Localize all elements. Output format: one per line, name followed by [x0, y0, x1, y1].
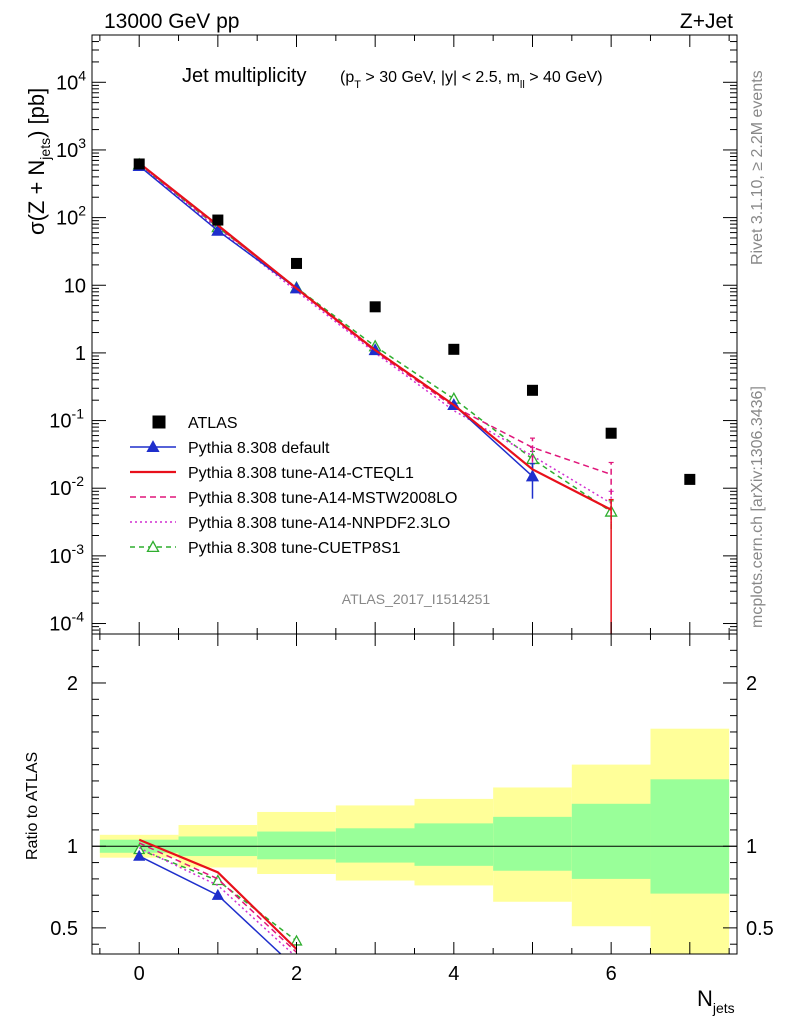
header-right: Z+Jet [680, 10, 733, 33]
header-left: 13000 GeV pp [104, 10, 239, 33]
legend-entry: Pythia 8.308 tune-A14-CTEQL1 [130, 465, 414, 482]
ratio-stat-band [335, 828, 415, 863]
legend-label: Pythia 8.308 tune-A14-CTEQL1 [188, 465, 414, 482]
ratio-stat-band [493, 816, 572, 871]
mc-series-line [138, 162, 612, 511]
ratio-stat-band [257, 831, 336, 860]
rivet-label: Rivet 3.1.10, ≥ 2.2M events [749, 70, 766, 265]
y-tick-label: 10-1 [49, 406, 84, 433]
y-tick-label: 104 [56, 67, 86, 94]
legend-entry: Pythia 8.308 tune-CUETP8S1 [130, 540, 401, 557]
legend-label: Pythia 8.308 tune-CUETP8S1 [188, 540, 401, 557]
atlas-data-point [212, 214, 224, 226]
ratio-series-line [138, 838, 298, 950]
mc-marker [211, 223, 225, 236]
x-tick-label: 2 [291, 963, 302, 985]
ratio-plot-series [133, 838, 303, 954]
ratio-stat-band [571, 803, 651, 879]
main-plot-series [132, 157, 696, 634]
legend-marker [146, 540, 160, 553]
main-subtitle: (pT > 30 GeV, |y| < 2.5, mll > 40 GeV) [340, 69, 603, 91]
atlas-data-point [448, 343, 460, 355]
y-tick-label: 10-3 [49, 541, 84, 568]
legend-entry: ATLAS [152, 415, 238, 432]
y-tick-label: 10-2 [49, 473, 84, 500]
analysis-watermark: ATLAS_2017_I1514251 [342, 591, 491, 607]
x-tick-label: 4 [448, 963, 459, 985]
y-axis-label-ratio: Ratio to ATLAS [24, 752, 41, 860]
ratio-y-tick-label-right: 1 [746, 836, 757, 858]
ratio-y-tick-label: 0.5 [50, 918, 78, 940]
legend-label: Pythia 8.308 default [188, 440, 330, 457]
legend-label: Pythia 8.308 tune-A14-MSTW2008LO [188, 490, 457, 507]
ratio-y-tick-label: 1 [67, 836, 78, 858]
ratio-y-tick-label-right: 2 [746, 673, 757, 695]
y-tick-label: 10 [64, 275, 86, 297]
main-title: Jet multiplicity [182, 65, 306, 87]
atlas-data-point [133, 158, 145, 170]
legend-marker [146, 440, 160, 453]
atlas-data-point [291, 257, 303, 269]
mcplots-label: mcplots.cern.ch [arXiv:1306.3436] [749, 386, 766, 628]
ratio-marker [211, 874, 224, 886]
y-tick-label: 10-4 [49, 609, 84, 636]
ratio-y-tick-label-right: 0.5 [746, 918, 774, 940]
x-tick-label: 0 [134, 963, 145, 985]
legend-entry: Pythia 8.308 tune-A14-MSTW2008LO [130, 490, 457, 507]
legend-label: ATLAS [188, 415, 238, 432]
ratio-y-tick-label: 2 [67, 673, 78, 695]
legend: ATLAS Pythia 8.308 default Pythia 8.308 tu… [130, 415, 457, 557]
legend-marker-square [152, 415, 166, 429]
mc-marker [525, 469, 540, 482]
ratio-uncertainty-bands [99, 728, 730, 954]
atlas-data-point [684, 473, 696, 485]
atlas-data-point [605, 427, 617, 439]
y-tick-label: 1 [75, 343, 86, 365]
x-tick-label: 6 [606, 963, 617, 985]
x-axis-label: Njets [697, 986, 735, 1016]
ratio-marker [133, 849, 146, 861]
ratio-stat-band [414, 823, 494, 866]
atlas-data-point [369, 301, 381, 313]
legend-entry: Pythia 8.308 tune-A14-NNPDF2.3LO [130, 515, 450, 532]
y-axis-label-main: σ(Z + Njets) [pb] [24, 88, 53, 235]
mc-series-line [138, 163, 612, 513]
atlas-data-point [526, 384, 538, 396]
ratio-stat-band [650, 779, 730, 894]
ratio-marker [211, 888, 224, 900]
y-tick-label: 103 [56, 135, 86, 162]
legend-label: Pythia 8.308 tune-A14-NNPDF2.3LO [188, 515, 450, 532]
legend-entry: Pythia 8.308 default [130, 440, 330, 457]
axes-frame: 10-4 10-3 10-2 10-1 1 10 102 103 104 0.5 0.5 1 1 2 2 0 2… [49, 34, 774, 985]
y-tick-label: 102 [56, 203, 86, 230]
